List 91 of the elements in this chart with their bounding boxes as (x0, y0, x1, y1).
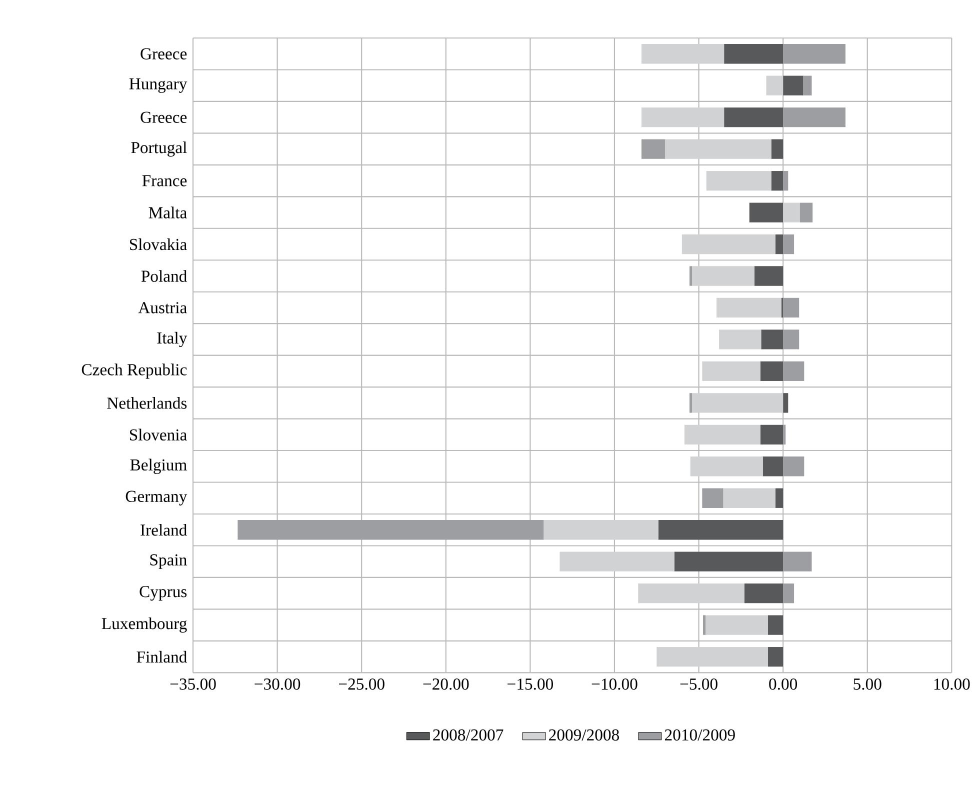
bar (800, 202, 813, 223)
bar (783, 330, 800, 350)
bar (783, 76, 804, 96)
bar (692, 393, 784, 413)
x-tick-label: −30.00 (254, 678, 300, 690)
bar (783, 393, 788, 413)
bar (783, 298, 800, 318)
bar (783, 234, 794, 254)
bar (706, 615, 768, 636)
y-tick-label: Italy (157, 332, 188, 348)
bar (719, 330, 762, 350)
bar (690, 393, 692, 413)
bar (761, 330, 784, 350)
bar (775, 488, 784, 508)
bar (768, 615, 784, 636)
y-tick-label: Germany (126, 490, 188, 506)
bar (641, 139, 666, 160)
bar (768, 647, 784, 667)
bar (783, 584, 794, 604)
bar (771, 171, 784, 191)
bar (560, 552, 674, 572)
y-tick-label: Slovakia (130, 238, 187, 250)
bar (656, 647, 768, 667)
x-tick-label: −15.00 (508, 678, 554, 690)
bar (665, 139, 772, 160)
x-tick-label: 10.00 (934, 678, 970, 690)
bar (690, 266, 692, 286)
bar (702, 615, 706, 636)
bar (783, 362, 804, 382)
y-tick-label: Spain (150, 554, 187, 570)
bar (783, 552, 812, 572)
y-tick-label: Greece (140, 112, 187, 124)
x-tick-label: −20.00 (423, 678, 469, 690)
bar (749, 202, 784, 223)
bar (783, 424, 786, 445)
x-tick-label: −5.00 (680, 678, 718, 690)
y-tick-label: Finland (136, 651, 187, 663)
bar (724, 44, 784, 64)
y-tick-label: Portugal (131, 142, 187, 157)
bar (702, 488, 724, 508)
y-tick-label: Belgium (130, 458, 187, 474)
y-tick-label: Luxembourg (102, 618, 187, 633)
y-tick-label: Netherlands (107, 397, 187, 409)
bar (544, 520, 658, 540)
y-tick-label: Greece (140, 48, 187, 60)
bar (754, 266, 784, 286)
x-tick-label: −10.00 (592, 678, 638, 690)
bar (744, 584, 784, 604)
y-tick-label: Slovenia (130, 428, 187, 441)
bar (775, 234, 784, 254)
bar (724, 108, 784, 128)
bar (783, 171, 788, 191)
y-tick-label: Ireland (140, 524, 187, 536)
bar (638, 584, 744, 604)
bar (692, 266, 754, 286)
bar (706, 171, 772, 191)
bar (658, 520, 784, 540)
bar (760, 424, 784, 445)
x-tick-label: 0.00 (769, 678, 798, 690)
bar (682, 234, 776, 254)
bar (783, 44, 846, 64)
y-tick-label: Malta (148, 206, 187, 219)
y-tick-label: Poland (141, 270, 187, 282)
bar (684, 424, 760, 445)
bar (762, 456, 784, 476)
y-tick-label: Cyprus (140, 586, 187, 601)
y-tick-label: Hungary (129, 78, 188, 94)
bar (702, 362, 760, 382)
bar (723, 488, 776, 508)
legend-label: 2010/2009 (664, 730, 735, 741)
legend-label: 2009/2008 (549, 730, 619, 741)
bar (674, 552, 784, 572)
bar (760, 362, 784, 382)
y-tick-label: Austria (138, 302, 187, 314)
bar (783, 456, 804, 476)
x-tick-label: −35.00 (170, 678, 216, 690)
legend-label: 2008/2007 (433, 730, 504, 741)
x-tick-label: 5.00 (854, 678, 882, 690)
y-tick-label: France (142, 175, 187, 187)
bar (716, 298, 782, 318)
bar (803, 76, 812, 96)
bar (641, 44, 724, 64)
bar (766, 76, 784, 96)
y-tick-label: Czech Republic (82, 364, 187, 379)
bar (238, 520, 544, 540)
bar (690, 456, 763, 476)
x-tick-label: −25.00 (338, 678, 384, 690)
bar (641, 108, 724, 128)
bar (783, 202, 800, 223)
bar (771, 139, 784, 160)
bar (783, 108, 846, 128)
